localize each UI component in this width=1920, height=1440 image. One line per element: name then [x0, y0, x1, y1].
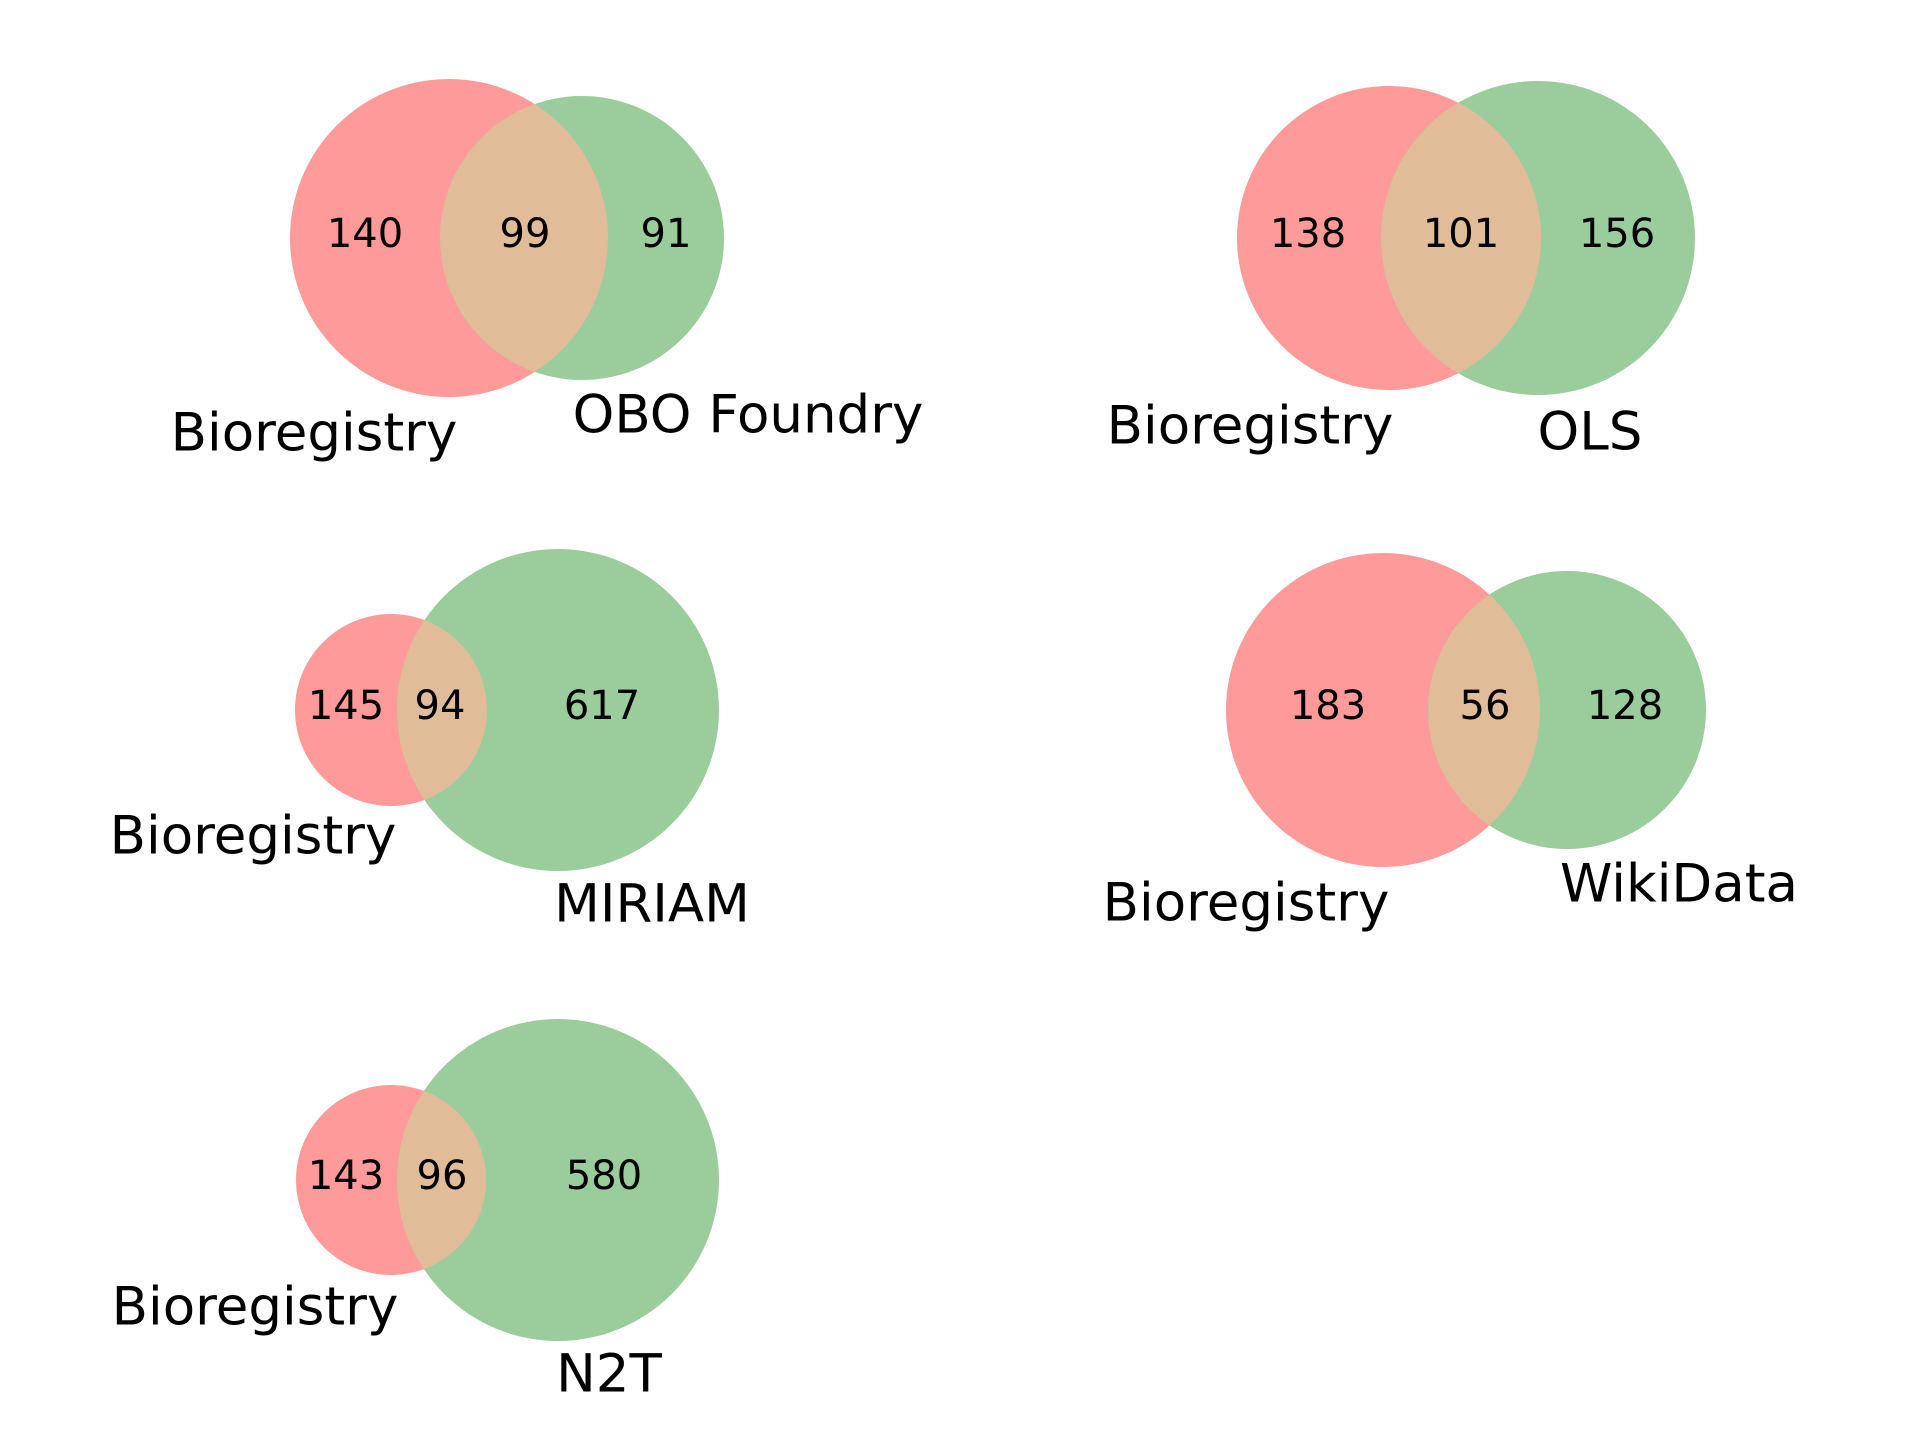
only-bioregistry-count: 140: [327, 211, 403, 257]
set-label-bioregistry: Bioregistry: [171, 403, 458, 464]
only-bioregistry-count: 138: [1270, 211, 1346, 257]
set-label-miriam: MIRIAM: [554, 874, 750, 935]
only-bioregistry-count: 145: [308, 683, 384, 729]
set-label-bioregistry: Bioregistry: [1103, 873, 1390, 934]
set-label-bioregistry: Bioregistry: [112, 1277, 399, 1338]
venn-circle-n2t: [397, 1019, 719, 1341]
venn-wikidata: 183 56 128 Bioregistry WikiData: [1103, 553, 1798, 934]
overlap-count: 94: [415, 683, 466, 729]
set-label-bioregistry: Bioregistry: [1107, 396, 1394, 457]
venn-circle-miriam: [397, 549, 719, 871]
only-ols-count: 156: [1579, 211, 1655, 257]
only-obo-foundry-count: 91: [641, 211, 692, 257]
set-label-obo-foundry: OBO Foundry: [573, 385, 924, 446]
overlap-count: 96: [417, 1153, 468, 1199]
only-bioregistry-count: 143: [308, 1153, 384, 1199]
only-wikidata-count: 128: [1587, 683, 1663, 729]
overlap-count: 99: [500, 211, 551, 257]
overlap-count: 56: [1460, 683, 1511, 729]
venn-miriam: 145 94 617 Bioregistry MIRIAM: [110, 549, 750, 935]
overlap-count: 101: [1423, 211, 1499, 257]
set-label-ols: OLS: [1538, 402, 1643, 463]
set-label-bioregistry: Bioregistry: [110, 806, 397, 867]
venn-obo-foundry: 140 99 91 Bioregistry OBO Foundry: [171, 79, 924, 464]
set-label-n2t: N2T: [556, 1344, 662, 1405]
only-miriam-count: 617: [564, 683, 640, 729]
only-n2t-count: 580: [566, 1153, 642, 1199]
only-bioregistry-count: 183: [1290, 683, 1366, 729]
venn-ols: 138 101 156 Bioregistry OLS: [1107, 81, 1695, 463]
venn-overlap-region: [1428, 571, 1540, 849]
set-label-wikidata: WikiData: [1560, 854, 1798, 915]
venn-overlap-region: [440, 96, 608, 380]
venn-overlap-region: [1381, 86, 1541, 390]
venn-n2t: 143 96 580 Bioregistry N2T: [112, 1019, 719, 1405]
